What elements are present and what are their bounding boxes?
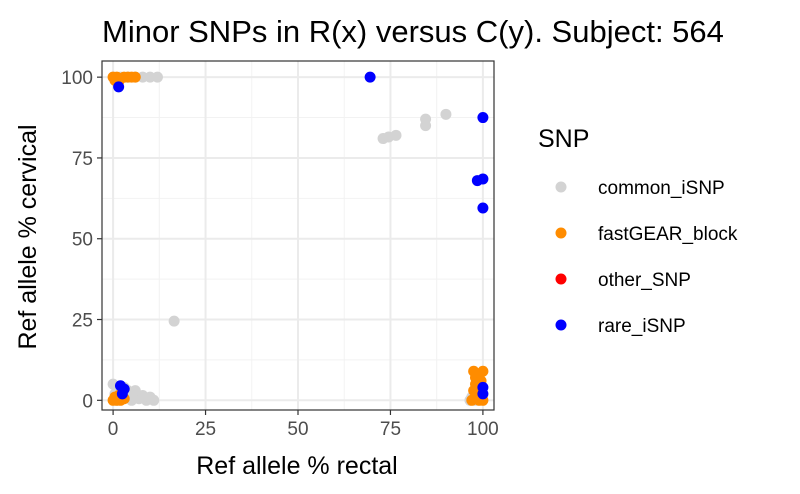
x-tick-label: 75 [380, 419, 401, 440]
data-point-common_iSNP [129, 385, 141, 397]
x-tick-label: 100 [467, 419, 499, 440]
x-tick-label: 25 [195, 419, 216, 440]
legend-key-common_iSNP [555, 181, 567, 193]
data-point-fastGEAR_block [477, 365, 489, 377]
data-point-common_iSNP [168, 315, 180, 327]
legend: SNP common_iSNP fastGEAR_block other_SNPra… [538, 125, 738, 337]
data-point-rare_iSNP [116, 388, 128, 400]
y-tick-label: 50 [72, 230, 93, 251]
legend-label-common_iSNP: common_iSNP [598, 178, 725, 199]
legend-key-fastGEAR_block [555, 227, 567, 239]
data-points [107, 71, 489, 406]
data-point-rare_iSNP [477, 112, 489, 124]
data-point-common_iSNP [148, 394, 160, 406]
y-axis: 0 25 50 75 100 [61, 68, 102, 412]
data-point-fastGEAR_block [129, 71, 141, 83]
data-point-rare_iSNP [477, 173, 489, 185]
legend-title: SNP [538, 125, 589, 153]
legend-key-rare_iSNP [555, 319, 567, 331]
x-tick-label: 0 [108, 419, 119, 440]
legend-label-fastGEAR_block: fastGEAR_block [598, 224, 738, 245]
data-point-rare_iSNP [113, 81, 125, 93]
y-tick-label: 0 [82, 391, 93, 412]
y-tick-label: 25 [72, 311, 93, 332]
chart-title: Minor SNPs in R(x) versus C(y). Subject:… [102, 14, 724, 49]
data-point-rare_iSNP [477, 202, 489, 214]
data-point-common_iSNP [420, 113, 432, 125]
plot-panel [102, 61, 494, 410]
legend-label-other_SNP: other_SNP [598, 270, 691, 291]
legend-label-rare_iSNP: rare_iSNP [598, 316, 686, 337]
x-tick-label: 50 [287, 419, 308, 440]
panel-border [101, 60, 495, 411]
y-tick-label: 100 [61, 68, 93, 89]
y-tick-label: 75 [72, 149, 93, 170]
data-point-rare_iSNP [364, 71, 376, 83]
y-axis-title: Ref allele % cervical [14, 124, 42, 349]
x-axis: 0 25 50 75 100 [108, 410, 499, 440]
data-point-common_iSNP [390, 129, 402, 141]
legend-key-other_SNP [555, 273, 567, 285]
data-point-common_iSNP [440, 108, 452, 120]
data-point-rare_iSNP [477, 388, 489, 400]
data-point-common_iSNP [151, 71, 163, 83]
x-axis-title: Ref allele % rectal [196, 452, 397, 480]
